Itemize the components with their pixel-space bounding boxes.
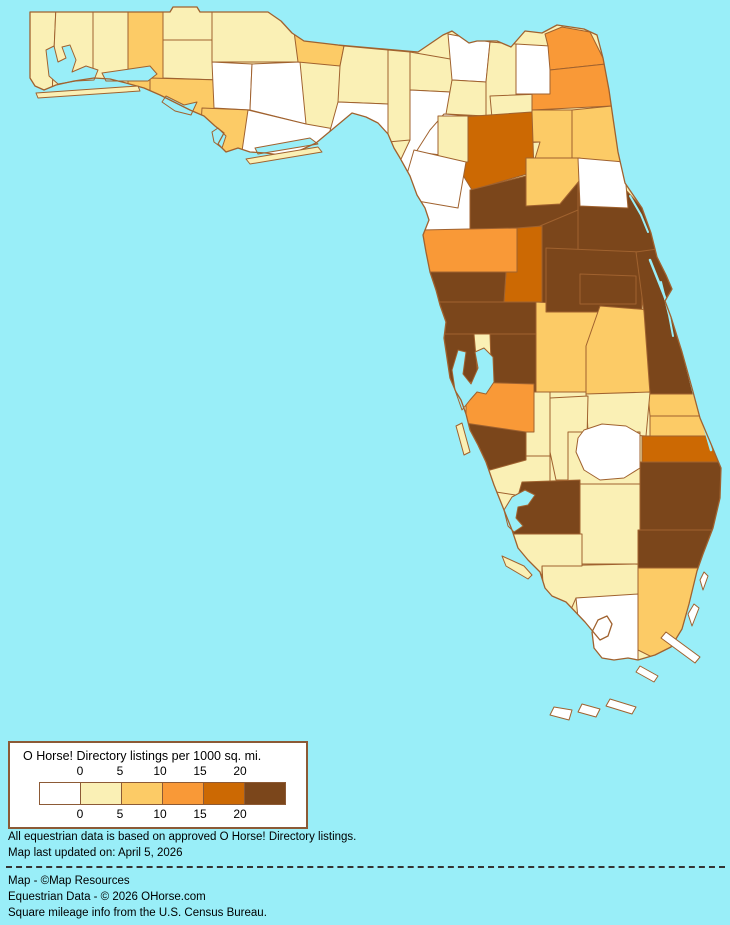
legend-swatch-1 bbox=[80, 783, 121, 804]
county-layer bbox=[30, 6, 728, 668]
county-seminole[interactable] bbox=[579, 273, 637, 305]
island-mid-keys bbox=[635, 665, 659, 683]
island-upper-keys bbox=[660, 631, 701, 664]
island-marathon-keys bbox=[605, 698, 637, 715]
legend-ticks-bottom: 0 5 10 15 20 bbox=[10, 807, 306, 821]
legend-tick: 10 bbox=[153, 764, 167, 778]
county-osceola[interactable] bbox=[585, 305, 651, 395]
legend-color-ramp bbox=[39, 782, 286, 805]
county-putnam[interactable] bbox=[525, 157, 581, 207]
data-credit: Equestrian Data - © 2026 OHorse.com bbox=[8, 891, 206, 903]
island-sanibel-island bbox=[501, 555, 533, 580]
county-flagler[interactable] bbox=[577, 157, 629, 209]
legend-swatch-3 bbox=[162, 783, 203, 804]
legend-tick: 15 bbox=[193, 807, 207, 821]
county-calhoun[interactable] bbox=[211, 61, 253, 111]
island-key-biscayne bbox=[687, 603, 700, 627]
county-citrus[interactable] bbox=[421, 227, 518, 273]
island-key-west bbox=[549, 706, 573, 721]
legend-tick: 15 bbox=[193, 764, 207, 778]
legend-swatch-4 bbox=[203, 783, 244, 804]
legend-tick: 5 bbox=[116, 764, 124, 778]
legend-tick: 20 bbox=[233, 764, 247, 778]
legend-box: O Horse! Directory listings per 1000 sq.… bbox=[8, 741, 308, 829]
county-st-johns[interactable] bbox=[571, 105, 623, 163]
island-lower-keys bbox=[577, 703, 601, 718]
county-clay[interactable] bbox=[531, 109, 573, 163]
legend-swatch-2 bbox=[121, 783, 162, 804]
water-choctawhatchee-bay bbox=[101, 65, 158, 82]
county-suwannee[interactable] bbox=[445, 79, 487, 117]
map-credit: Map - ©Map Resources bbox=[8, 875, 130, 887]
county-hendry[interactable] bbox=[575, 483, 641, 565]
island-sarasota-keys bbox=[455, 422, 471, 456]
county-jefferson[interactable] bbox=[387, 49, 411, 143]
county-lake-okeechobee[interactable] bbox=[575, 423, 641, 481]
island-st-george-island bbox=[245, 146, 323, 165]
county-monroe[interactable] bbox=[575, 593, 639, 668]
county-baker[interactable] bbox=[515, 43, 551, 95]
water-tampa-bay bbox=[451, 347, 495, 411]
county-jackson[interactable] bbox=[211, 6, 303, 63]
county-leon[interactable] bbox=[337, 45, 389, 105]
water-charlotte-harbor bbox=[503, 489, 536, 533]
legend-tick: 5 bbox=[116, 807, 124, 821]
legend-tick: 10 bbox=[153, 807, 167, 821]
legend-swatch-5 bbox=[244, 783, 285, 804]
water-halifax-river bbox=[629, 195, 649, 233]
legend-tick: 0 bbox=[76, 764, 84, 778]
county-pasco[interactable] bbox=[431, 301, 537, 335]
legend-title: O Horse! Directory listings per 1000 sq.… bbox=[23, 749, 262, 763]
county-broward[interactable] bbox=[637, 529, 728, 569]
legend-tick: 0 bbox=[76, 807, 84, 821]
dashed-separator bbox=[6, 866, 725, 868]
county-wakulla[interactable] bbox=[327, 101, 389, 143]
island-miami-beach bbox=[699, 571, 709, 591]
water-st-joseph-bay bbox=[211, 127, 227, 149]
island-santa-rosa-island bbox=[35, 85, 141, 99]
census-credit: Square mileage info from the U.S. Census… bbox=[8, 907, 267, 919]
county-washington[interactable] bbox=[162, 39, 221, 81]
county-gilchrist[interactable] bbox=[437, 115, 469, 163]
legend-tick: 20 bbox=[233, 807, 247, 821]
county-nassau[interactable] bbox=[544, 26, 607, 71]
legend-ticks-top: 0 5 10 15 20 bbox=[10, 764, 306, 778]
county-gadsden[interactable] bbox=[291, 15, 345, 67]
data-source-note: All equestrian data is based on approved… bbox=[8, 831, 357, 843]
water-banana-river bbox=[660, 281, 674, 337]
state-outline bbox=[29, 6, 722, 661]
legend-swatch-0 bbox=[40, 783, 80, 804]
county-martin[interactable] bbox=[641, 435, 719, 463]
last-updated-note: Map last updated on: April 5, 2026 bbox=[8, 847, 183, 859]
